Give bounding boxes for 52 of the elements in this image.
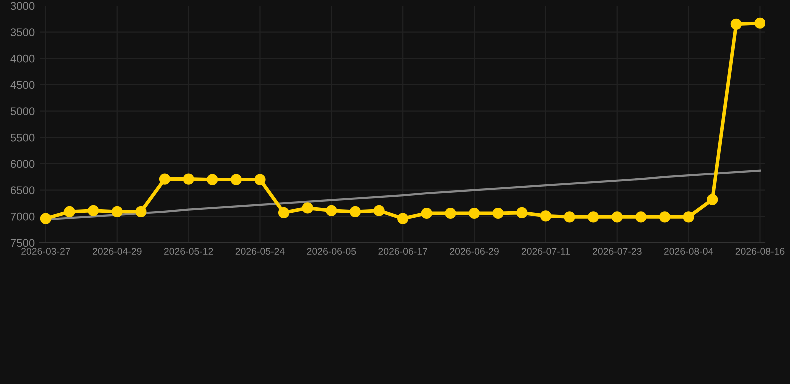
point [398,213,409,224]
point [754,18,765,29]
point [374,205,385,216]
point [707,194,718,206]
x-tick-label: 2026-08-16 [736,248,785,255]
x-tick-label: 2026-05-12 [164,248,214,255]
x-tick-label: 2026-06-17 [378,248,428,255]
point [659,212,671,223]
point [254,174,266,186]
x-tick-label: 2026-07-11 [522,248,570,255]
x-tick-label: 2026-05-24 [236,248,285,255]
y-tick-label: 6500 [10,186,35,194]
x-tick-label: 2026-08-04 [664,248,714,255]
y-tick-label: 3500 [10,28,35,36]
point [112,206,123,218]
point [88,205,100,216]
point [468,208,480,220]
y-tick-label: 3000 [10,2,35,10]
point [445,208,456,220]
point [683,212,694,223]
point [136,206,147,218]
point [636,212,647,223]
y-tick-label: 5000 [10,108,35,116]
x-tick-label: 2026-04-29 [93,248,142,255]
x-tick-label: 2026-06-05 [307,248,356,255]
x-tick-label: 2026-07-23 [593,248,642,255]
point [159,174,171,185]
point [183,174,194,185]
point [516,207,528,219]
y-tick-label: 6000 [10,160,35,168]
x-tick-label: 2026-06-29 [450,248,499,255]
point [588,212,600,223]
point [278,207,290,219]
point [40,213,52,224]
point [492,208,504,220]
y-tick-label: 4000 [10,54,35,63]
point [326,205,338,216]
point [421,208,432,220]
y-tick-label: 7500 [10,239,35,248]
point [64,206,76,218]
point [540,210,552,222]
point [207,174,218,186]
y-tick-label: 4500 [10,81,35,90]
point [350,206,362,218]
y-tick-label: 7000 [10,212,35,221]
point [730,18,742,30]
point [302,202,314,214]
x-tick-label: 2026-03-27 [22,248,70,255]
point [230,174,242,186]
y-tick-label: 5500 [10,134,35,142]
point [612,212,623,223]
point [564,212,576,223]
